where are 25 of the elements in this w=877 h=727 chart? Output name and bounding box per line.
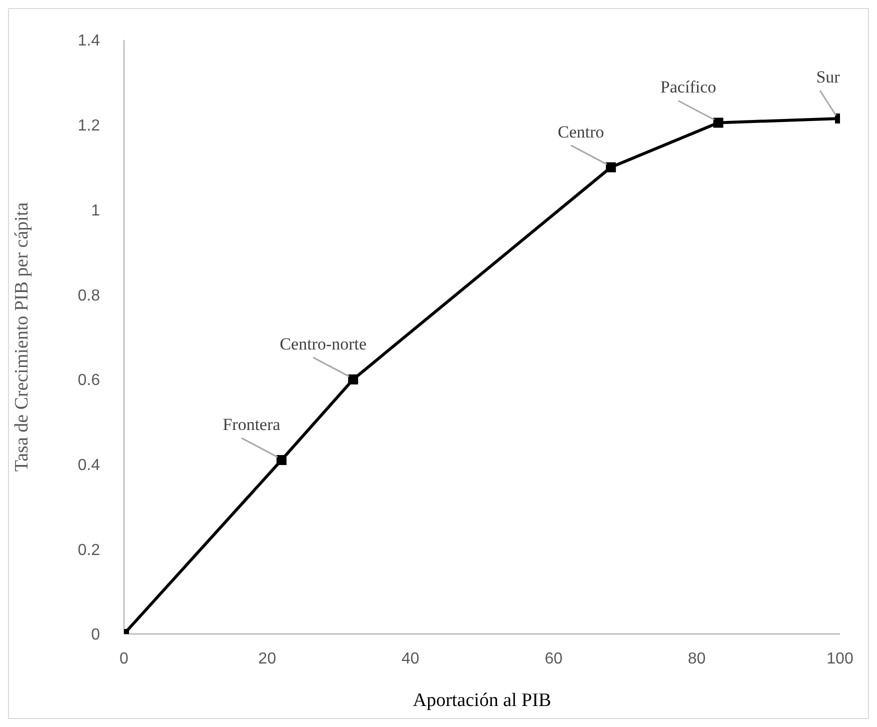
y-axis-title: Tasa de Crecimiento PIB per cápita [12,202,33,472]
y-tick-label: 1.2 [78,118,100,135]
x-axis-title: Aportación al PIB [412,690,552,711]
point [713,118,724,128]
x-tick-label: 100 [826,650,854,668]
y-tick-label: 0.6 [78,372,100,390]
x-tick-label: 80 [688,650,706,668]
x-tick-label: 0 [120,650,129,668]
annotation: Centro-norte [280,334,367,354]
annotation: Centro [558,122,604,142]
point [348,374,358,384]
x-tick-label: 20 [258,650,276,668]
x-tick-label: 40 [402,650,420,668]
point [606,162,616,172]
y-tick-label: 1.4 [78,32,100,50]
point [276,455,287,466]
y-tick-label: 0.4 [78,456,100,474]
annotation: Pacífico [660,78,716,97]
y-tick-label: 0 [91,626,100,644]
y-tick-label: 0.2 [78,542,100,559]
y-tick-label: 0.8 [78,287,100,304]
y-tick-label: 1 [91,202,100,220]
x-tick-label: 60 [544,650,563,668]
annotation: Sur [816,67,840,86]
annotation: Frontera [222,415,281,434]
